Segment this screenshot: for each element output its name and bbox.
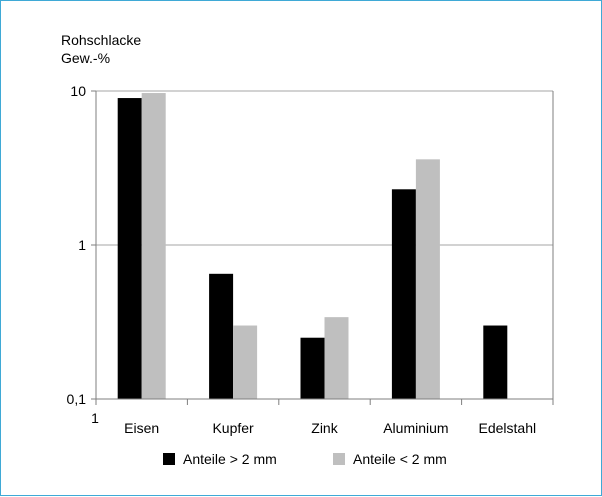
y-axis-title: Rohschlacke Gew.-% (61, 32, 141, 66)
bar-edelstahl-series1 (483, 325, 508, 399)
bar-eisen-series1 (117, 98, 142, 399)
legend-swatch (333, 453, 345, 465)
x-tick-label: Kupfer (212, 420, 254, 436)
bar-eisen-series2 (141, 93, 166, 399)
x-tick-label: Zink (311, 420, 338, 436)
x-tick-label: Aluminium (383, 420, 448, 436)
bar-aluminium-series2 (415, 159, 440, 399)
axes (91, 90, 554, 405)
bars (117, 93, 508, 399)
legend: Anteile > 2 mm Anteile < 2 mm (163, 451, 447, 467)
gridlines (96, 90, 553, 246)
bar-kupfer-series1 (209, 273, 234, 399)
bar-zink-series1 (300, 337, 325, 399)
x-tick-label: Eisen (124, 420, 159, 436)
x-origin-label: 1 (91, 410, 99, 426)
bar-zink-series2 (324, 317, 349, 399)
legend-swatch (163, 453, 175, 465)
bar-kupfer-series2 (233, 325, 258, 399)
x-tick-labels: 1 Eisen Kupfer Zink Aluminium Edelstahl (91, 410, 536, 436)
legend-label: Anteile < 2 mm (353, 451, 447, 467)
y-tick-labels: 10 1 0,1 (67, 83, 87, 407)
x-tick-label: Edelstahl (479, 420, 537, 436)
legend-label: Anteile > 2 mm (183, 451, 277, 467)
bar-aluminium-series1 (391, 189, 416, 399)
y-tick-label: 0,1 (67, 391, 87, 407)
y-axis-title-line: Gew.-% (61, 50, 110, 66)
y-tick-label: 10 (70, 83, 86, 99)
y-tick-label: 1 (78, 237, 86, 253)
y-axis-title-line: Rohschlacke (61, 32, 141, 48)
